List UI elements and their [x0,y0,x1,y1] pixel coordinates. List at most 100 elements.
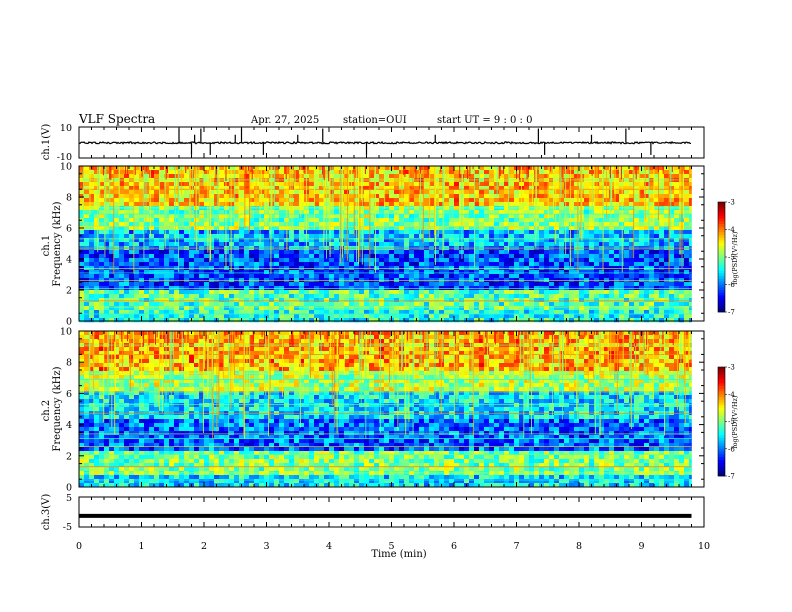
ch1-spectrogram-cell [249,302,255,307]
ch1-spectrogram-cell [394,258,400,263]
ch1-spectrogram-cell [464,182,470,187]
ch1-spectrogram-cell [169,210,175,215]
ch1-spectrogram-cell [639,182,645,187]
ch1-spectrogram-cell [519,242,525,247]
ch1-spectrogram-cell [219,218,225,223]
ch1-spectrogram-cell [674,242,680,247]
ch1-spectrogram-cell [604,250,610,255]
ch1-spectrogram-cell [99,250,105,255]
ch1-spectrogram-cell [134,250,140,255]
ch1-spectrogram-cell [494,234,500,239]
ch1-spectrogram-cell [189,182,195,187]
ch1-spectrogram-cell [329,222,335,227]
ch1-spectrogram-cell [554,182,560,187]
ch1-spectrogram-cell [244,282,250,287]
ch1-spectrogram-cell [439,222,445,227]
ch1-spectrogram-cell [329,210,335,215]
ch1-spectrogram-cell [384,222,390,227]
ch1-spectrogram-cell [449,198,455,203]
ch1-spectrogram-cell [584,226,590,231]
ch1-spectrogram-cell [649,194,655,199]
ch1-spectrogram-cell [409,298,415,303]
ch1-spectrogram-cell [284,302,290,307]
ch1-spectrogram-cell [109,318,115,323]
ch1-spectrogram-cell [154,166,160,171]
ch1-spectrogram-cell [249,254,255,259]
ch1-spectrogram-cell [109,174,115,179]
ch1-spectrogram-cell [204,170,210,175]
ch1-spectrogram-cell [219,290,225,295]
ch1-spectrogram-cell [119,310,125,315]
ch1-spectrogram-cell [264,290,270,295]
ch1-spectrogram-cell [214,294,220,299]
ch1-spectrogram-cell [229,282,235,287]
ch1-spectrogram-cell [394,302,400,307]
ch1-spectrogram-cell [404,270,410,275]
ch1-spectrogram-cell [594,294,600,299]
ch1-spectrogram-cell [589,242,595,247]
ch1-spectrogram-cell [279,234,285,239]
ch1-spectrogram-cell [154,254,160,259]
ch1-spectrogram-cell [674,310,680,315]
ch1-spectrogram-cell [319,186,325,191]
ch1-spectrogram-cell [209,298,215,303]
ch1-spectrogram-cell [284,306,290,311]
ch1-spectrogram-cell [424,170,430,175]
ch1-spectrogram-cell [614,310,620,315]
ch1-spectrogram-cell [224,242,230,247]
ch1-spectrogram-cell [269,306,275,311]
ch1-spectrogram-cell [184,194,190,199]
ch1-spectrogram-cell [619,222,625,227]
ch1-spectrogram-cell [399,290,405,295]
ch1-spectrogram-cell [474,294,480,299]
ch1-spectrogram-cell [349,258,355,263]
ch1-spectrogram-cell [139,290,145,295]
ch1-spectrogram-cell [639,302,645,307]
ch1-spectrogram-cell [174,182,180,187]
ch1-spectrogram-cell [684,190,690,195]
ch1-spectrogram-cell [109,170,115,175]
ch1-spectrogram-cell [279,310,285,315]
ch1-waveform-ylabel: ch.1(V) [41,124,52,161]
ch1-spectrogram-cell [114,174,120,179]
ch1-spectrogram-cell [609,302,615,307]
ch1-spectrogram-cell [169,218,175,223]
ch1-spectrogram-cell [189,214,195,219]
ch1-spectrogram-cell [164,210,170,215]
ch1-spectrogram-cell [164,314,170,319]
ch1-spectrogram-cell [454,218,460,223]
ch1-spectrogram-cell [294,278,300,283]
ch1-spectrogram-cell [324,318,330,323]
ch1-spectrogram-cell [224,258,230,263]
ch1-spectrogram-cell [439,210,445,215]
ch1-spectrogram-cell [389,242,395,247]
ch1-spectrogram-cell [114,226,120,231]
ch1-spectrogram-cell [334,314,340,319]
ch1-spectrogram-cell [189,262,195,267]
ch1-spectrogram-cell [574,238,580,243]
ch1-spectrogram-cell [159,278,165,283]
ch1-spectrogram-cell [89,282,95,287]
ch1-spectrogram-cell [319,298,325,303]
ch1-spectrogram-cell [574,278,580,283]
ch1-spectrogram-cell [464,254,470,259]
ch1-spectrogram-cell [204,242,210,247]
ch1-spectrogram-cell [364,298,370,303]
ch1-spectrogram-cell [444,218,450,223]
ch1-spectrogram-cell [79,258,85,263]
ch1-spectrogram-cell [94,250,100,255]
ch1-spectrogram-cell [384,234,390,239]
ch1-spectrogram-cell [254,270,260,275]
ch1-spectrogram-cell [159,298,165,303]
ch1-spectrogram-cell [654,306,660,311]
ch1-spectrogram-cell [364,314,370,319]
ch1-spectrogram-cell [144,194,150,199]
ch1-spectrogram-cell [164,258,170,263]
ch1-spectrogram-cell [389,226,395,231]
ch1-spectrogram-cell [299,202,305,207]
ch1-spectrogram-cell [569,302,575,307]
ch1-spectrogram-cell [409,318,415,323]
ch1-spectrogram-cell [654,258,660,263]
ch1-spectrogram-cell [254,230,260,235]
ch1-spectrogram-cell [244,306,250,311]
